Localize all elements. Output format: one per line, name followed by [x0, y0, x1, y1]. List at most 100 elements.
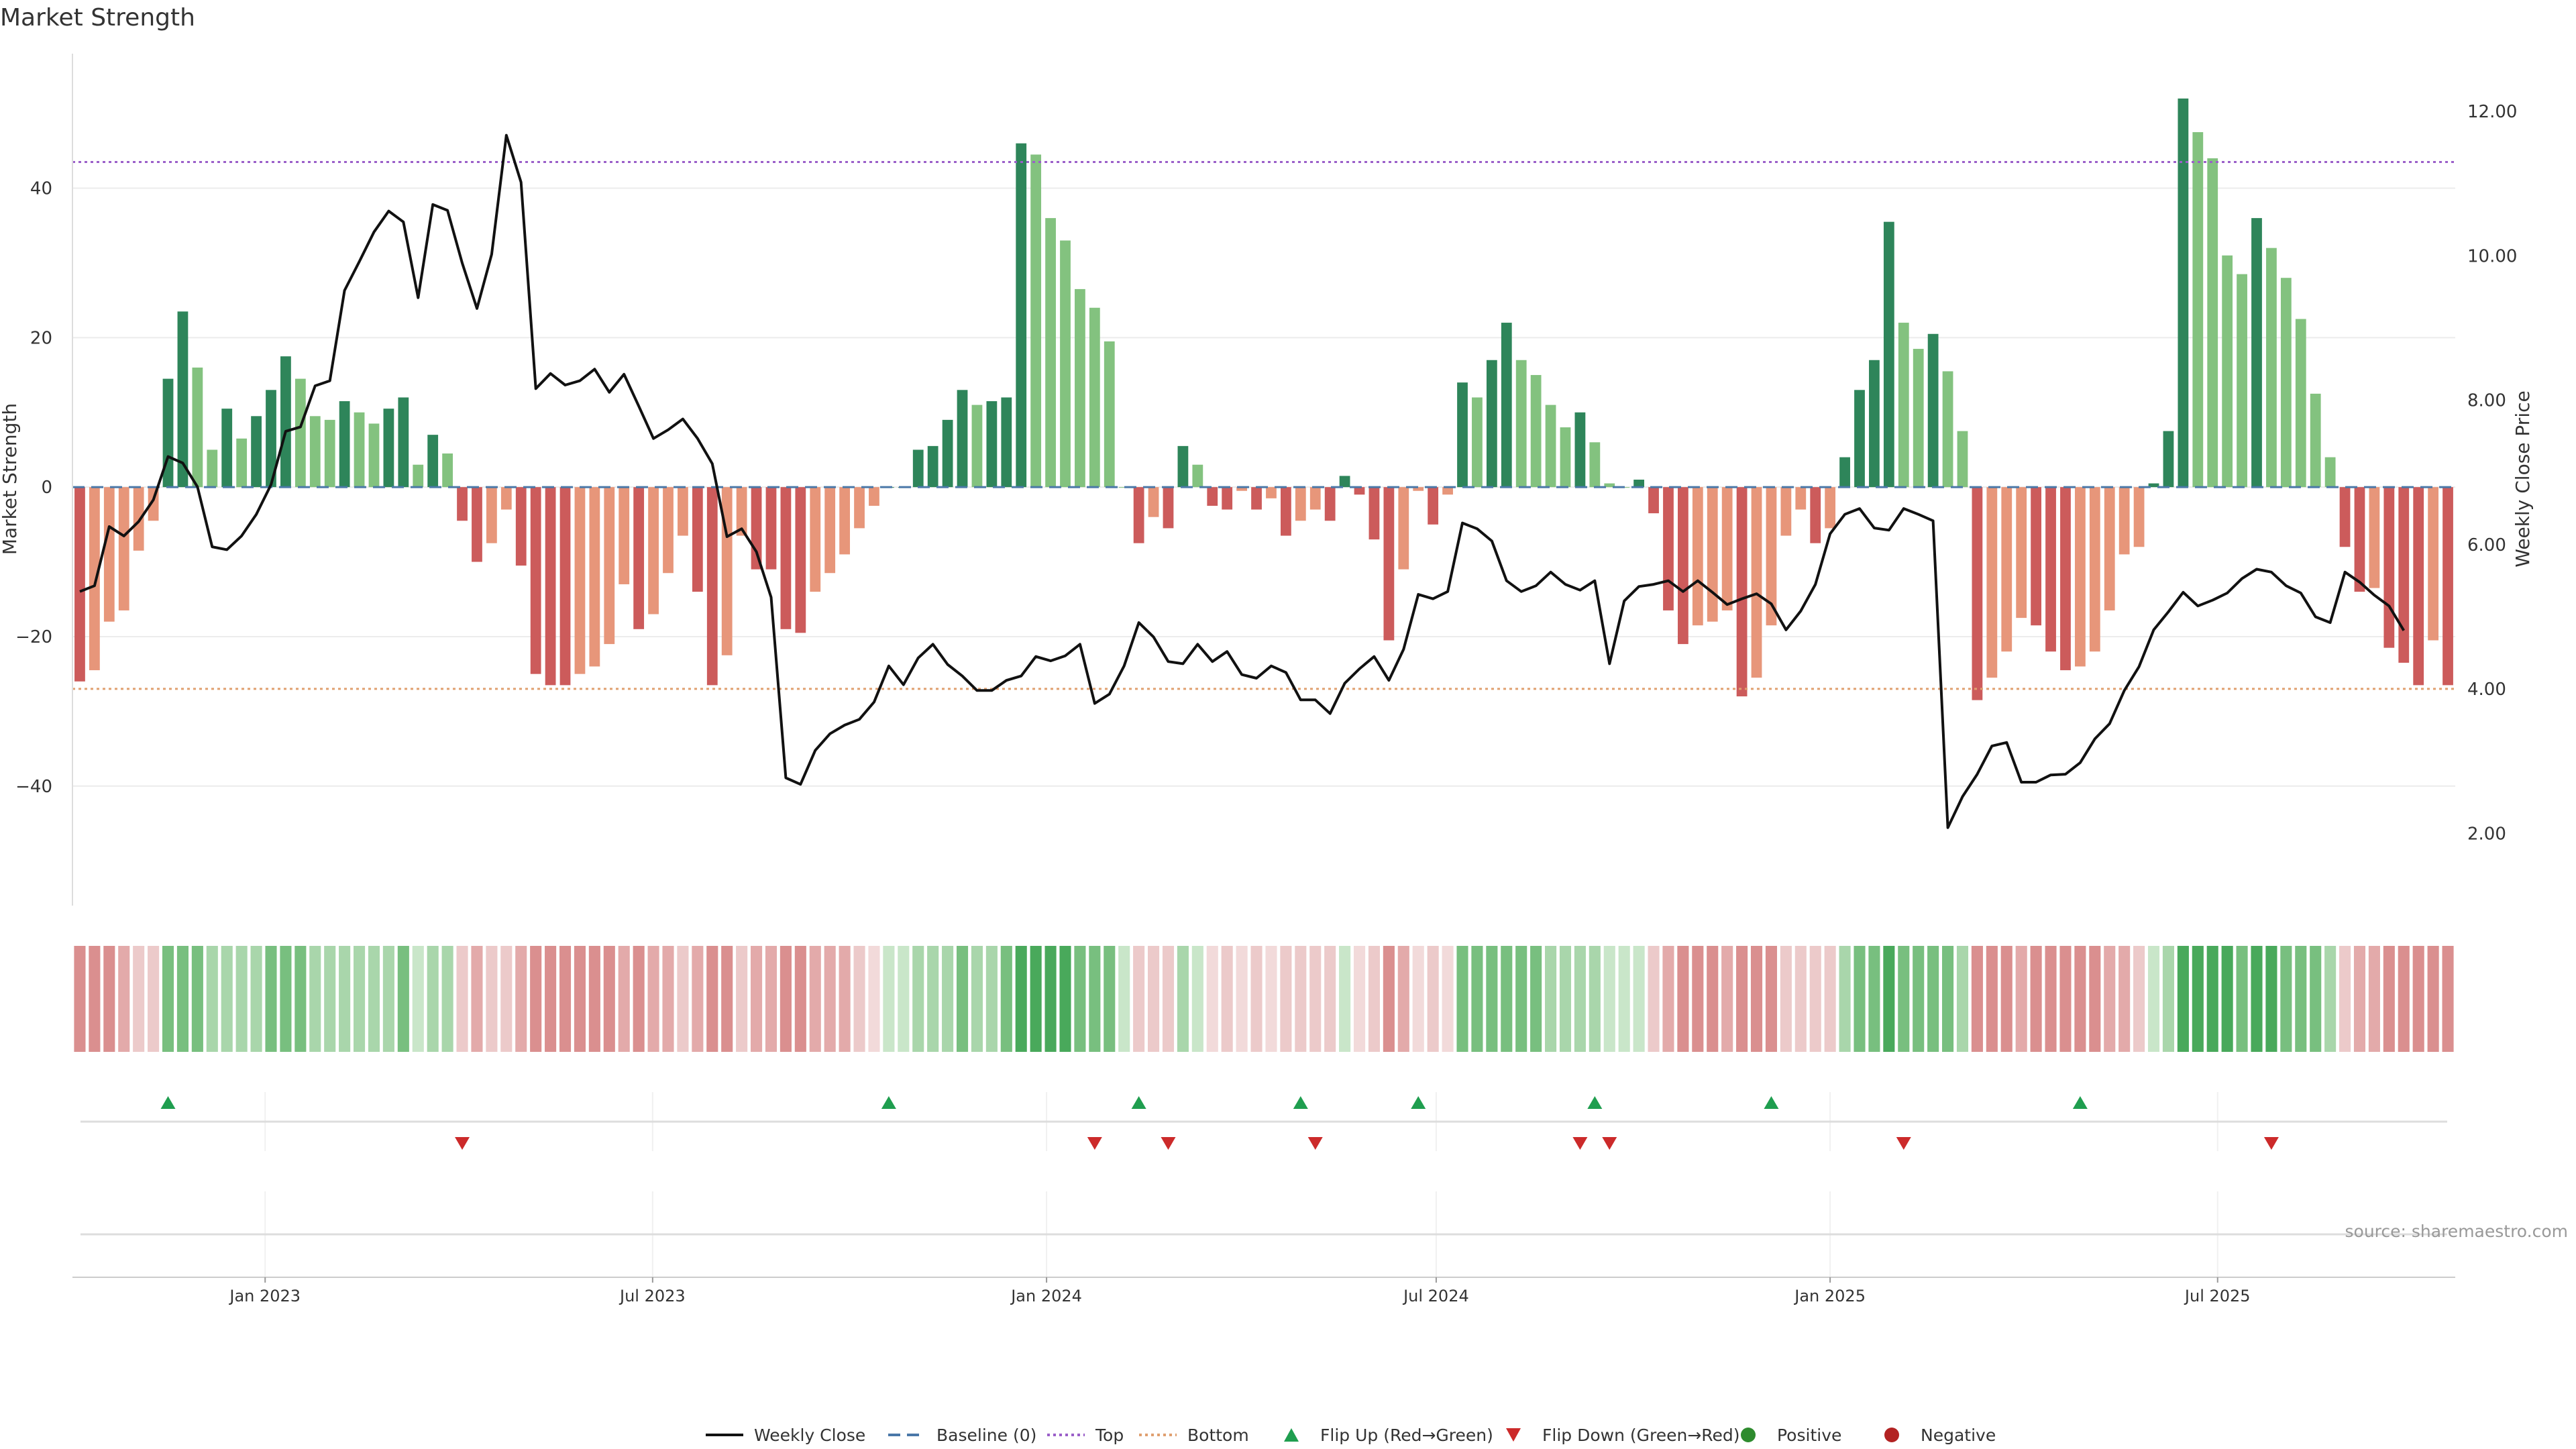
strength-bar	[2060, 487, 2071, 671]
strength-bar	[2266, 248, 2277, 488]
strip-cell	[2427, 946, 2439, 1052]
strip-cell	[1648, 946, 1660, 1052]
strength-bar	[1030, 154, 1042, 488]
y2-tick-label: 12.00	[2467, 102, 2517, 122]
flip-markers	[80, 1096, 2447, 1236]
strength-bar	[1104, 341, 1115, 488]
strip-cell	[1942, 946, 1954, 1052]
strength-bar	[1515, 360, 1527, 488]
strip-cell	[1677, 946, 1689, 1052]
strength-bar	[574, 487, 586, 674]
strip-cell	[1412, 946, 1424, 1052]
strip-cell	[1089, 946, 1101, 1052]
strength-bar	[795, 487, 806, 633]
strength-bar	[1266, 487, 1277, 498]
strip-cell	[2339, 946, 2351, 1052]
strip-cell	[706, 946, 718, 1052]
strip-cell	[1206, 946, 1218, 1052]
strength-bar	[942, 419, 953, 488]
y2-tick-label: 2.00	[2467, 824, 2506, 844]
strength-bar	[1457, 382, 1468, 488]
strength-bar	[2148, 483, 2159, 488]
strip-cell	[1162, 946, 1175, 1052]
strength-bar	[2031, 487, 2042, 626]
strength-bar	[780, 487, 792, 629]
strip-cell	[633, 946, 645, 1052]
strength-bar	[1442, 487, 1453, 495]
strip-cell	[603, 946, 615, 1052]
strip-cell	[368, 946, 380, 1052]
strength-bar	[1222, 487, 1233, 510]
strip-cell	[2265, 946, 2277, 1052]
strength-bar	[2383, 487, 2395, 648]
strip-cell	[574, 946, 586, 1052]
strip-cell	[1074, 946, 1086, 1052]
strip-cell	[1603, 946, 1615, 1052]
strip-cell	[456, 946, 468, 1052]
strength-bar	[1574, 412, 1586, 488]
legend-item: Flip Up (Red→Green)	[1284, 1426, 1493, 1445]
strip-cell	[2074, 946, 2086, 1052]
strength-bar	[604, 487, 615, 645]
strip-cell	[2251, 946, 2263, 1052]
legend-swatch-flip-up	[1284, 1428, 1299, 1442]
strip-cell	[2368, 946, 2380, 1052]
legend-item: Weekly Close	[706, 1426, 865, 1445]
strip-cell	[1471, 946, 1483, 1052]
strength-bar	[1604, 483, 1615, 488]
strip-cell	[1515, 946, 1527, 1052]
strength-bar	[1060, 240, 1071, 488]
strip-cell	[2398, 946, 2410, 1052]
strength-bar	[1913, 349, 1924, 488]
strength-bar	[221, 409, 233, 488]
strip-cell	[824, 946, 836, 1052]
strip-cell	[2324, 946, 2337, 1052]
strip-cell	[1383, 946, 1395, 1052]
legend-item: Baseline (0)	[888, 1426, 1036, 1445]
strength-bar	[457, 487, 468, 521]
strength-bar	[2369, 487, 2380, 588]
flip-up-marker	[1131, 1096, 1146, 1109]
strength-bar	[1810, 487, 1821, 543]
strength-bar	[309, 416, 321, 488]
strength-bar	[1118, 487, 1130, 488]
strip-cell	[162, 946, 174, 1052]
strength-bar	[515, 487, 527, 566]
flip-down-marker	[1572, 1137, 1588, 1150]
strip-cell	[1780, 946, 1792, 1052]
legend-label: Weekly Close	[754, 1426, 865, 1445]
strength-bar	[545, 487, 556, 686]
strength-bar	[1354, 487, 1365, 495]
strip-cell	[1177, 946, 1189, 1052]
strength-bar	[1045, 218, 1056, 488]
flip-up-marker	[1411, 1096, 1426, 1109]
strip-cell	[309, 946, 321, 1052]
price-line-group	[79, 133, 2406, 829]
strip-cell	[1794, 946, 1807, 1052]
strength-bar	[2310, 393, 2321, 488]
legend-item: Positive	[1741, 1426, 1841, 1445]
strip-cell	[1736, 946, 1748, 1052]
strip-cell	[2177, 946, 2189, 1052]
strip-cell	[2030, 946, 2042, 1052]
strength-bar	[339, 401, 350, 488]
strength-heat-strip	[74, 946, 2454, 1052]
strength-bar	[398, 397, 409, 488]
flip-down-marker	[1602, 1137, 1617, 1150]
strength-bar	[472, 487, 482, 562]
strip-cell	[1707, 946, 1719, 1052]
strength-bar	[486, 487, 497, 543]
strength-bar	[1957, 431, 1968, 488]
strip-cell	[1442, 946, 1454, 1052]
strip-cell	[1545, 946, 1557, 1052]
strength-bar	[648, 487, 659, 614]
grid-lines	[72, 187, 2455, 1277]
y-tick-label: −20	[15, 627, 52, 647]
strip-cell	[2162, 946, 2174, 1052]
strength-bar	[1368, 487, 1380, 540]
strip-cell	[2104, 946, 2116, 1052]
strength-bar	[1501, 323, 1512, 488]
strength-bar	[1428, 487, 1439, 525]
strip-cell	[853, 946, 865, 1052]
y-axis-right: 2.00 4.00 6.00 8.00 10.00 12.00	[2467, 102, 2517, 844]
